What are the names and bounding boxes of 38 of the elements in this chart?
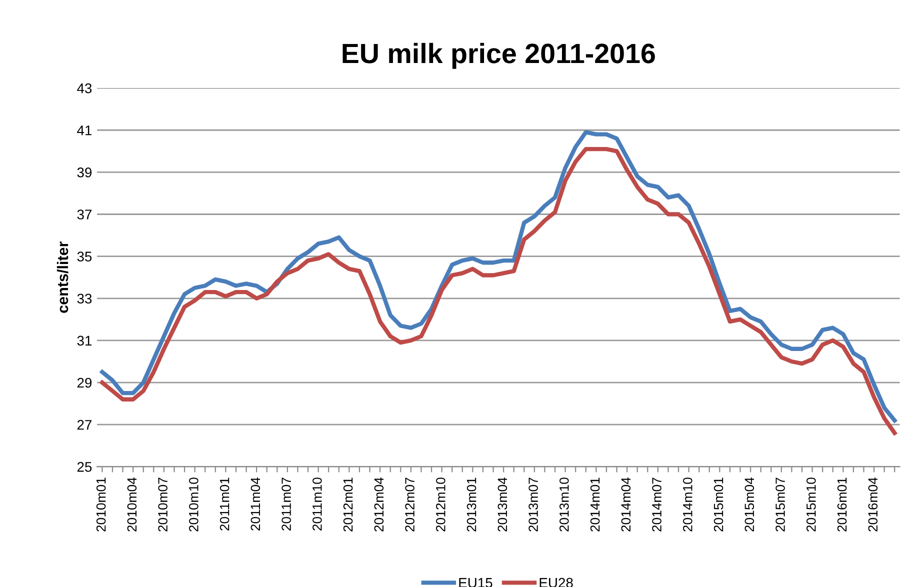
x-tick-label: 2014m07 [652, 478, 662, 532]
x-tick-label: 2011m01 [220, 478, 230, 530]
y-axis-title: cents/liter [56, 242, 68, 313]
x-tick-label: 2015m04 [744, 477, 754, 532]
x-tick-label: 2010m01 [96, 478, 106, 532]
y-tick-label: 31 [77, 336, 92, 346]
x-tick-label: 2014m01 [590, 478, 600, 532]
x-tick-label: 2010m07 [158, 478, 168, 532]
x-tick-label: 2011m04 [250, 477, 260, 530]
chart-title: EU milk price 2011-2016 [342, 42, 655, 69]
x-tick-label: 2011m07 [282, 478, 291, 530]
x-tick-label: 2010m04 [127, 477, 137, 532]
x-tick-label: 2012m10 [436, 478, 446, 532]
x-tick-label: 2014m04 [621, 477, 631, 532]
y-tick-label: 39 [77, 168, 92, 178]
x-tick-label: 2015m10 [806, 478, 816, 532]
y-tick-label: 35 [77, 252, 92, 262]
x-tick-label: 2010m10 [189, 478, 198, 532]
x-tick-label: 2016m01 [837, 478, 847, 532]
y-tick-label: 25 [77, 462, 92, 472]
y-tick-label: 43 [77, 83, 92, 94]
x-tick-label: 2013m10 [559, 478, 569, 532]
x-tick-label: 2016m04 [868, 477, 878, 532]
y-tick-label: 33 [77, 294, 92, 304]
x-tick-label: 2012m01 [343, 478, 353, 532]
x-tick-label: 2013m04 [498, 477, 508, 532]
y-tick-label: 29 [77, 378, 92, 388]
y-tick-label: 41 [77, 126, 92, 136]
x-tick-label: 2012m07 [405, 478, 414, 532]
x-tick-label: 2015m07 [776, 478, 785, 532]
x-tick-label: 2014m10 [682, 478, 692, 532]
x-tick-label: 2013m07 [528, 478, 538, 532]
y-tick-label: 27 [77, 420, 92, 430]
x-tick-label: 2012m04 [374, 477, 384, 532]
x-tick-label: 2013m01 [466, 478, 476, 532]
x-tick-label: 2015m01 [714, 478, 724, 532]
x-tick-label: 2011m10 [312, 478, 322, 530]
y-tick-label: 37 [77, 210, 92, 220]
